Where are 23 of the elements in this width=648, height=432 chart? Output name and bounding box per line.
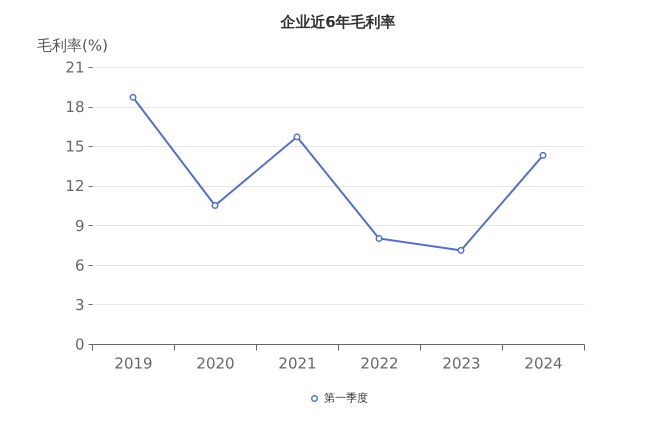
y-tick-label: 21 [65, 58, 84, 76]
legend-label: 第一季度 [324, 392, 368, 404]
y-tick-label: 18 [65, 98, 84, 116]
point [130, 94, 136, 101]
point [540, 152, 546, 159]
chart-title: 企业近6年毛利率 [279, 13, 396, 31]
point [294, 133, 300, 140]
y-tick-label: 3 [74, 296, 84, 314]
x-tick-label: 2021 [278, 354, 317, 372]
y-tick-label: 0 [74, 336, 84, 354]
x-tick-label: 2024 [524, 354, 563, 372]
y-tick-label: 9 [74, 216, 84, 235]
y-tick-label: 12 [65, 177, 84, 196]
x-tick-label: 2019 [114, 354, 153, 372]
point [212, 202, 218, 209]
y-tick-label: 15 [65, 138, 84, 156]
point [376, 234, 382, 242]
x-tick-label: 2023 [442, 354, 481, 372]
x-tick-label: 2022 [360, 354, 399, 372]
x-tick-label: 2020 [196, 354, 235, 372]
y-tick-label: 6 [74, 256, 84, 274]
y-axis-title: 毛利率(%) [37, 36, 108, 54]
point [458, 246, 464, 254]
